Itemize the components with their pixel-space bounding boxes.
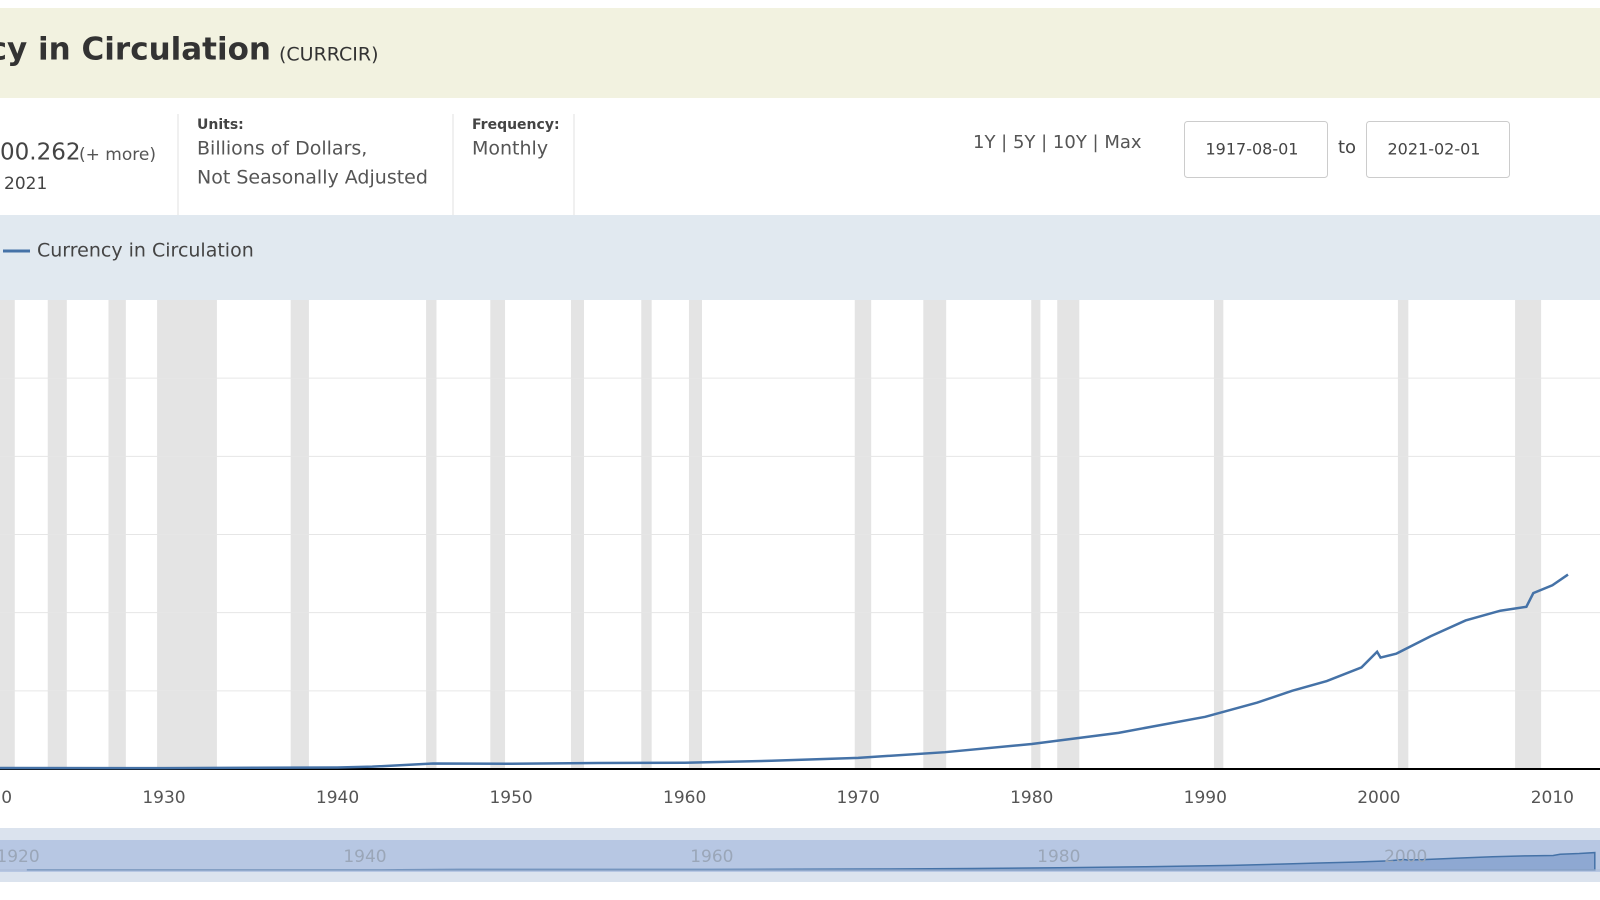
plot: 1920 1930 1940 1950 1960 1970 1980 1990 2000 2010 [0, 300, 1600, 808]
x-tick-label: 1920 [0, 788, 12, 808]
x-tick-label: 1950 [489, 788, 532, 808]
navigator-tick-label: 1980 [1037, 847, 1080, 867]
x-tick-label: 1990 [1184, 788, 1227, 808]
navigator-tick-label: 2000 [1384, 847, 1427, 867]
start-date: 1917-08-01 [1206, 140, 1299, 159]
x-tick-label: 1970 [837, 788, 880, 808]
header-band [0, 8, 1600, 98]
x-tick-label: 1960 [663, 788, 706, 808]
legend-band [0, 215, 1600, 300]
navigator-tick-label: 1940 [343, 847, 386, 867]
x-tick-label: 2010 [1531, 788, 1574, 808]
x-tick-label: 2000 [1357, 788, 1400, 808]
range-buttons[interactable]: 1Y | 5Y | 10Y | Max [973, 132, 1142, 153]
x-tick-label: 1930 [142, 788, 185, 808]
navigator-content: 1920 1940 1960 1980 2000 [0, 847, 1600, 871]
frequency-label: Frequency: [472, 117, 560, 133]
end-date: 2021-02-01 [1388, 140, 1481, 159]
units-label: Units: [197, 117, 244, 133]
start-date-input[interactable] [1184, 121, 1328, 178]
series-line [0, 573, 1569, 770]
units: Not Seasonally Adjusted [197, 167, 428, 189]
latest-value: 00.262 [0, 140, 80, 166]
legend: Currency in Circulation [3, 240, 254, 262]
legend-label: Currency in Circulation [37, 240, 254, 262]
end-date-input[interactable] [1366, 121, 1510, 178]
frequency: Monthly [472, 138, 548, 160]
x-tick-label: 1940 [316, 788, 359, 808]
navigator-tick-label: 1920 [0, 847, 40, 867]
to-label: to [1338, 137, 1356, 158]
more-link[interactable]: (+ more) [79, 145, 156, 165]
units: Billions of Dollars, [197, 138, 367, 160]
x-tick-label: 1980 [1010, 788, 1053, 808]
navigator-tick-label: 1960 [690, 847, 733, 867]
series-title: Currency in Circulation [0, 32, 271, 68]
latest-date: 2021 [4, 174, 47, 194]
series-code: (CURRCIR) [279, 44, 379, 66]
